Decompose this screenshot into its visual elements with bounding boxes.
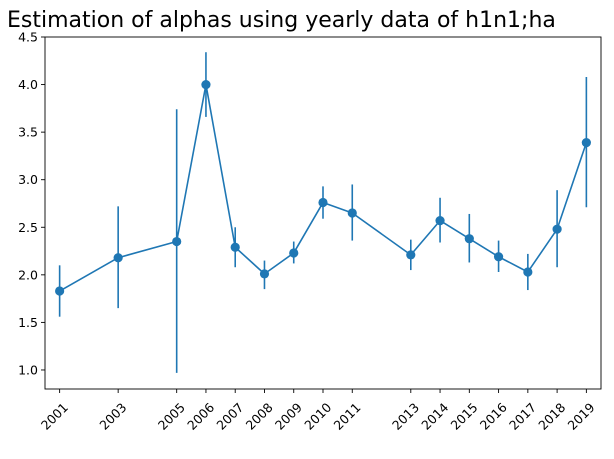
y-tick-label: 3.0: [18, 172, 38, 187]
x-tick-label: 2019: [565, 400, 598, 433]
y-tick-label: 3.5: [18, 125, 38, 140]
data-point: [493, 252, 504, 262]
data-point: [581, 138, 591, 148]
x-tick-label: 2001: [38, 400, 71, 433]
y-tick-label: 4.5: [18, 30, 38, 45]
data-point: [289, 248, 299, 258]
y-tick-label: 1.0: [18, 362, 38, 377]
x-tick-label: 2007: [213, 400, 246, 433]
data-point: [552, 224, 562, 234]
data-point: [201, 79, 211, 90]
data-point: [259, 269, 270, 279]
data-point: [464, 234, 474, 244]
x-tick-label: 2010: [301, 400, 334, 433]
plot-frame: [44, 36, 602, 390]
x-tick-label: 2017: [506, 400, 539, 433]
data-point: [435, 216, 445, 226]
data-point: [318, 197, 328, 208]
x-tick-label: 2013: [389, 400, 422, 433]
y-tick-label: 2.5: [18, 220, 38, 235]
chart-title: Estimation of alphas using yearly data o…: [7, 8, 556, 33]
x-tick-label: 2015: [448, 400, 481, 433]
x-tick-label: 2008: [243, 400, 276, 433]
x-tick-label: 2005: [155, 400, 188, 433]
y-tick-label: 1.5: [18, 315, 38, 330]
data-point: [172, 236, 182, 247]
data-point: [406, 250, 416, 260]
data-point: [523, 267, 533, 277]
x-tick-label: 2014: [418, 400, 451, 433]
y-tick-label: 4.0: [18, 77, 38, 92]
data-point: [55, 286, 65, 296]
series-line: [59, 83, 588, 292]
data-point: [230, 242, 240, 252]
data-point: [347, 208, 357, 218]
x-tick-label: 2018: [535, 400, 568, 433]
x-tick-label: 2006: [184, 400, 217, 433]
data-point: [113, 253, 123, 263]
x-tick-label: 2003: [96, 400, 129, 433]
x-tick-label: 2009: [272, 400, 305, 433]
x-tick-label: 2016: [477, 400, 510, 433]
y-tick-label: 2.0: [18, 267, 38, 282]
x-tick-label: 2011: [330, 400, 363, 433]
